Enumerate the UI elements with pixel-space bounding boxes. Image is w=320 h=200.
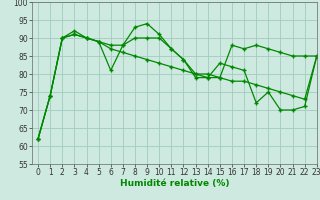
X-axis label: Humidité relative (%): Humidité relative (%) [120,179,229,188]
